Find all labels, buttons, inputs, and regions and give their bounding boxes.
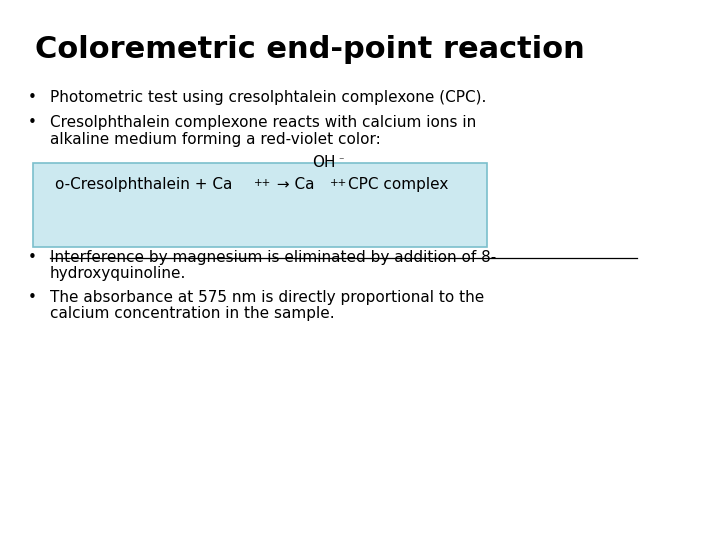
Text: calcium concentration in the sample.: calcium concentration in the sample. bbox=[50, 306, 335, 321]
Text: hydroxyquinoline.: hydroxyquinoline. bbox=[50, 266, 186, 281]
Text: ++: ++ bbox=[254, 178, 271, 188]
Text: ++: ++ bbox=[330, 178, 347, 188]
Text: Photometric test using cresolphtalein complexone (CPC).: Photometric test using cresolphtalein co… bbox=[50, 90, 487, 105]
Text: •: • bbox=[28, 115, 37, 130]
Text: The absorbance at 575 nm is directly proportional to the: The absorbance at 575 nm is directly pro… bbox=[50, 290, 485, 305]
Text: OH: OH bbox=[312, 155, 336, 170]
Text: Cresolphthalein complexone reacts with calcium ions in: Cresolphthalein complexone reacts with c… bbox=[50, 115, 476, 130]
Text: •: • bbox=[28, 250, 37, 265]
Text: → Ca: → Ca bbox=[272, 177, 315, 192]
Text: alkaline medium forming a red-violet color:: alkaline medium forming a red-violet col… bbox=[50, 132, 381, 147]
Text: o-Cresolphthalein + Ca: o-Cresolphthalein + Ca bbox=[55, 177, 233, 192]
Text: Coloremetric end-point reaction: Coloremetric end-point reaction bbox=[35, 35, 585, 64]
Text: •: • bbox=[28, 290, 37, 305]
Text: CPC complex: CPC complex bbox=[348, 177, 449, 192]
Text: •: • bbox=[28, 90, 37, 105]
FancyBboxPatch shape bbox=[33, 163, 487, 247]
Text: Interference by magnesium is eliminated by addition of 8-: Interference by magnesium is eliminated … bbox=[50, 250, 496, 265]
Text: ⁻: ⁻ bbox=[338, 156, 343, 166]
